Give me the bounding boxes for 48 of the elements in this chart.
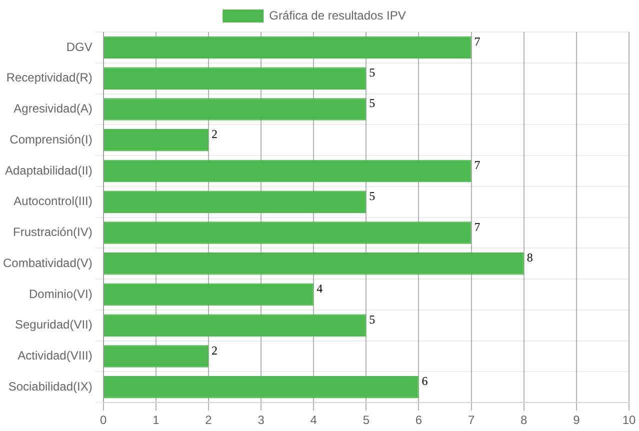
data-label: 7: [474, 220, 480, 234]
x-tick-label: 0: [100, 413, 108, 428]
bar: [104, 283, 314, 306]
data-label: 7: [474, 34, 480, 48]
bar: [104, 190, 366, 213]
x-tick-label: 10: [622, 413, 636, 428]
bar: [104, 160, 472, 182]
data-label: 2: [211, 343, 218, 358]
bar: [104, 67, 366, 90]
y-tick-label: Seguridad(VII): [14, 318, 92, 332]
y-tick-label: Sociabilidad(IX): [8, 379, 92, 394]
bar: [104, 314, 366, 337]
legend-label: Gráfica de resultados IPV: [269, 8, 406, 22]
y-tick-label: Adaptabilidad(II): [4, 163, 92, 178]
data-label: 5: [369, 65, 376, 80]
bar: [104, 376, 419, 398]
x-tick-label: 5: [362, 413, 370, 428]
y-tick-label: Combatividad(V): [2, 256, 92, 270]
x-tick-label: 2: [205, 413, 212, 428]
bar: [104, 252, 524, 275]
y-tick-label: Actividad(VIII): [18, 348, 92, 363]
data-label: 4: [316, 282, 323, 296]
x-tick-label: 1: [152, 413, 160, 428]
x-tick-label: 9: [573, 413, 580, 428]
data-label: 8: [526, 250, 533, 265]
bar: [104, 98, 366, 120]
data-label: 5: [369, 312, 376, 326]
y-tick-label: Autocontrol(III): [14, 194, 92, 208]
bar: [104, 345, 208, 368]
bar: [104, 222, 472, 244]
y-tick-label: Agresividad(A): [14, 102, 92, 116]
y-tick-label: Frustración(IV): [13, 225, 92, 240]
data-label: 7: [474, 158, 480, 172]
x-tick-label: 8: [520, 413, 528, 428]
data-label: 5: [369, 188, 376, 203]
x-tick-label: 6: [415, 413, 422, 428]
x-tick-label: 7: [468, 413, 475, 428]
x-tick-label: 4: [310, 413, 318, 428]
bar: [104, 128, 208, 152]
data-label: 5: [369, 96, 376, 110]
y-tick-label: Comprensión(I): [10, 132, 92, 146]
y-tick-label: DGV: [66, 40, 92, 54]
y-tick-label: Receptividad(R): [6, 70, 92, 85]
x-tick-label: 3: [258, 413, 265, 428]
y-tick-label: Dominio(VI): [29, 286, 92, 301]
data-label: 2: [211, 127, 218, 142]
data-label: 6: [422, 374, 428, 388]
bar: [104, 36, 472, 59]
